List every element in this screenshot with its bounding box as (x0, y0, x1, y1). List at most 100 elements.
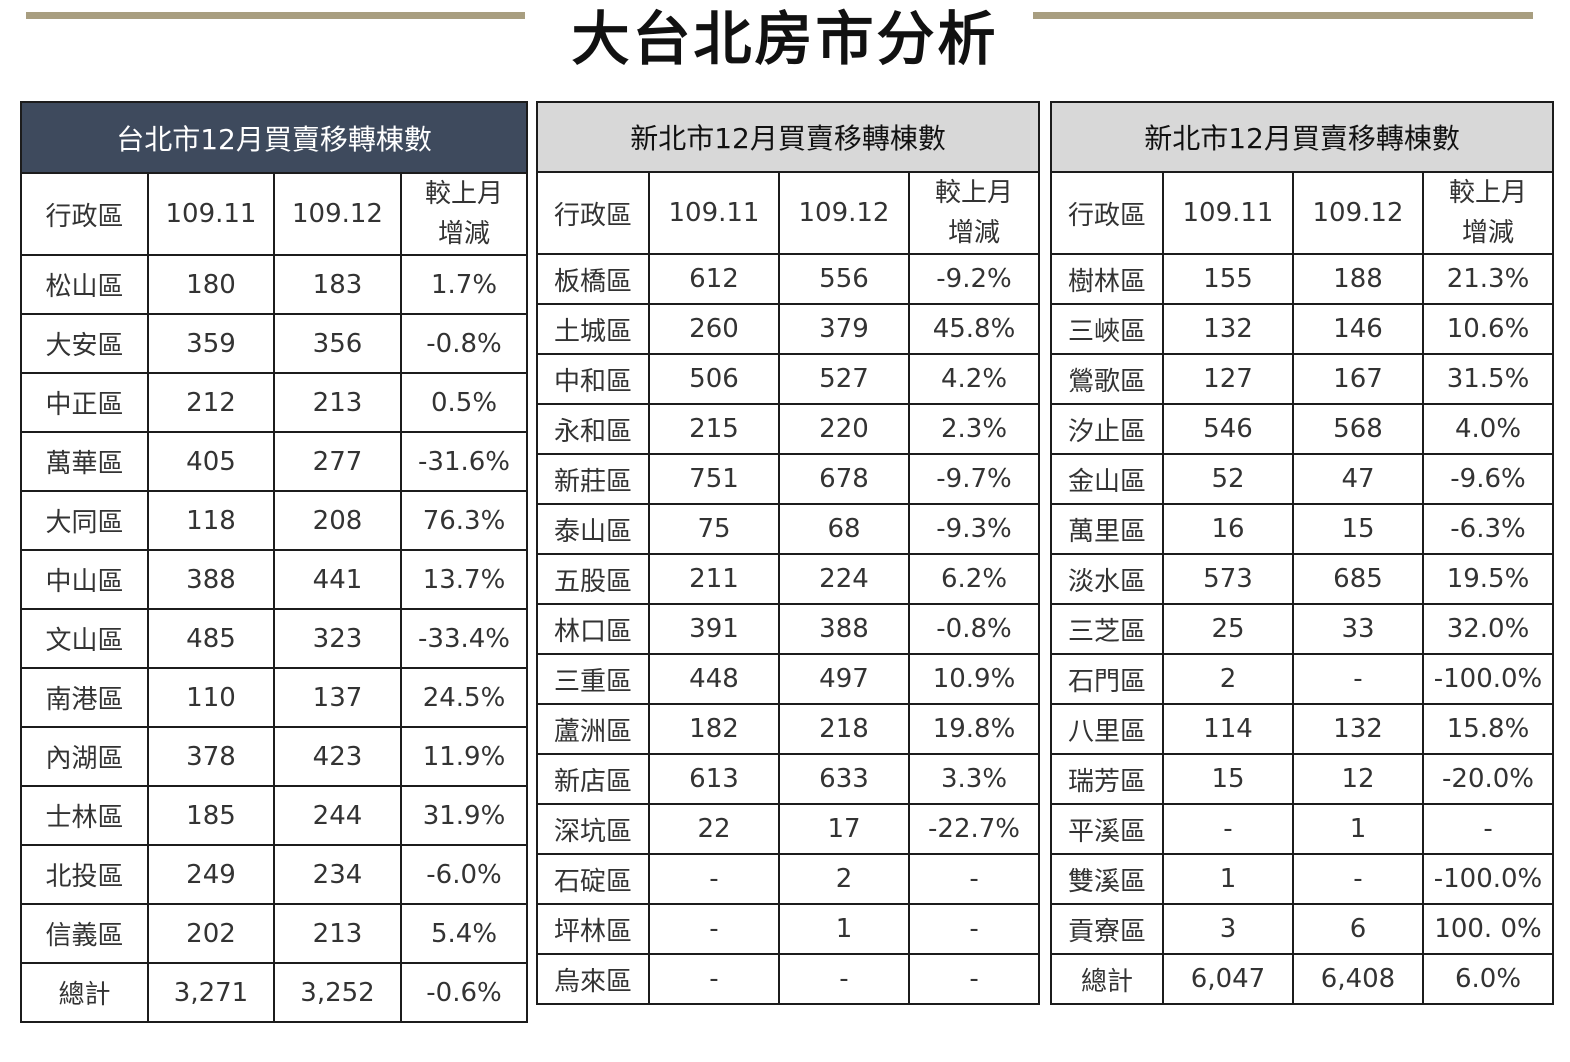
table-row: 深坑區 22 17 -22.7% (536, 803, 1041, 855)
change-cell: - (907, 853, 1041, 905)
nov-count-cell: 359 (147, 313, 275, 374)
dec-count-cell: 220 (778, 403, 910, 455)
nov-count-cell: 1 (1162, 853, 1294, 905)
district-cell: 中山區 (20, 549, 149, 610)
district-cell: 三重區 (536, 653, 650, 705)
district-cell: 金山區 (1050, 453, 1164, 505)
nov-count-cell: 182 (648, 703, 780, 755)
table-row: 中和區 506 527 4.2% (536, 353, 1041, 405)
change-cell: -33.4% (399, 608, 529, 669)
change-cell: -100.0% (1421, 853, 1555, 905)
dec-count-cell: 146 (1292, 303, 1424, 355)
dec-count-cell: 12 (1292, 753, 1424, 805)
district-cell: 萬里區 (1050, 503, 1164, 555)
dec-count-cell: - (1292, 653, 1424, 705)
table-row: 士林區 185 244 31.9% (20, 785, 529, 846)
nov-count-cell: 448 (648, 653, 780, 705)
table-row: 平溪區 -1- (1050, 803, 1555, 855)
nov-count-cell: 185 (147, 785, 275, 846)
nov-count-cell: - (1162, 803, 1294, 855)
nov-count-cell: 3,271 (147, 962, 275, 1023)
dec-count-cell: 379 (778, 303, 910, 355)
change-cell: -9.2% (907, 253, 1041, 305)
nov-count-cell: 114 (1162, 703, 1294, 755)
district-cell: 樹林區 (1050, 253, 1164, 305)
district-cell: 土城區 (536, 303, 650, 355)
district-cell: 林口區 (536, 603, 650, 655)
dec-count-cell: 244 (273, 785, 402, 846)
dec-count-cell: 213 (273, 903, 402, 964)
table-row: 石門區 2- -100.0% (1050, 653, 1555, 705)
district-cell: 三峽區 (1050, 303, 1164, 355)
table-row: 金山區 52 47 -9.6% (1050, 453, 1555, 505)
table-title: 新北市12月買賣移轉棟數 (1049, 101, 1555, 173)
table-row: 淡水區 573 685 19.5% (1050, 553, 1555, 605)
dec-count-cell: 17 (778, 803, 910, 855)
nov-count-cell: 573 (1162, 553, 1294, 605)
table-row: 汐止區 546 568 4.0% (1050, 403, 1555, 455)
dec-count-cell: 1 (778, 903, 910, 955)
district-cell: 蘆洲區 (536, 703, 650, 755)
table-row: 土城區 260 379 45.8% (536, 303, 1041, 355)
taipei-transfer-table: 台北市12月買賣移轉棟數 行政區 109.11 109.12 較上月 增減 松山區 180 1… (19, 101, 529, 1023)
change-cell: -0.8% (399, 313, 529, 374)
change-cell: 15.8% (1421, 703, 1555, 755)
page-title: 大台北房市分析 (571, 5, 999, 73)
district-cell: 雙溪區 (1050, 853, 1164, 905)
dec-count-cell: 2 (778, 853, 910, 905)
dec-count-cell: 183 (273, 254, 402, 315)
table-row: 文山區 485 323 -33.4% (20, 608, 529, 669)
nov-header: 109.11 (147, 172, 275, 256)
district-cell: 南港區 (20, 667, 149, 728)
dec-count-cell: 388 (778, 603, 910, 655)
change-cell: 4.2% (907, 353, 1041, 405)
change-cell: 3.3% (907, 753, 1041, 805)
nov-count-cell: 16 (1162, 503, 1294, 555)
dec-count-cell: - (778, 953, 910, 1005)
dec-count-cell: 6,408 (1292, 953, 1424, 1005)
district-cell: 板橋區 (536, 253, 650, 305)
change-cell: - (907, 953, 1041, 1005)
district-cell: 總計 (20, 962, 149, 1023)
table-title: 新北市12月買賣移轉棟數 (535, 101, 1041, 173)
dec-count-cell: 47 (1292, 453, 1424, 505)
dec-count-cell: 685 (1292, 553, 1424, 605)
nov-count-cell: 613 (648, 753, 780, 805)
district-cell: 坪林區 (536, 903, 650, 955)
nov-count-cell: 2 (1162, 653, 1294, 705)
district-cell: 瑞芳區 (1050, 753, 1164, 805)
nov-count-cell: 506 (648, 353, 780, 405)
nov-count-cell: 202 (147, 903, 275, 964)
district-cell: 內湖區 (20, 726, 149, 787)
nov-count-cell: 118 (147, 490, 275, 551)
change-cell: 6.0% (1421, 953, 1555, 1005)
district-cell: 中和區 (536, 353, 650, 405)
district-cell: 深坑區 (536, 803, 650, 855)
nov-count-cell: 211 (648, 553, 780, 605)
table-row: 石碇區 -2- (536, 853, 1041, 905)
change-cell: -9.3% (907, 503, 1041, 555)
dec-header: 109.12 (778, 171, 910, 255)
nov-count-cell: 391 (648, 603, 780, 655)
nov-count-cell: 180 (147, 254, 275, 315)
district-cell: 汐止區 (1050, 403, 1164, 455)
district-cell: 大安區 (20, 313, 149, 374)
change-cell: - (1421, 803, 1555, 855)
district-cell: 五股區 (536, 553, 650, 605)
district-cell: 士林區 (20, 785, 149, 846)
dec-header: 109.12 (1292, 171, 1424, 255)
change-cell: 19.8% (907, 703, 1041, 755)
district-cell: 松山區 (20, 254, 149, 315)
district-cell: 三芝區 (1050, 603, 1164, 655)
change-cell: -6.3% (1421, 503, 1555, 555)
table-row: 萬華區 405 277 -31.6% (20, 431, 529, 492)
dec-count-cell: 441 (273, 549, 402, 610)
district-header: 行政區 (20, 172, 149, 256)
change-cell: 10.6% (1421, 303, 1555, 355)
table-row: 北投區 249 234 -6.0% (20, 844, 529, 905)
district-cell: 烏來區 (536, 953, 650, 1005)
table-row: 大安區 359 356 -0.8% (20, 313, 529, 374)
change-cell: -0.6% (399, 962, 529, 1023)
table-row: 信義區 202 213 5.4% (20, 903, 529, 964)
district-cell: 新莊區 (536, 453, 650, 505)
